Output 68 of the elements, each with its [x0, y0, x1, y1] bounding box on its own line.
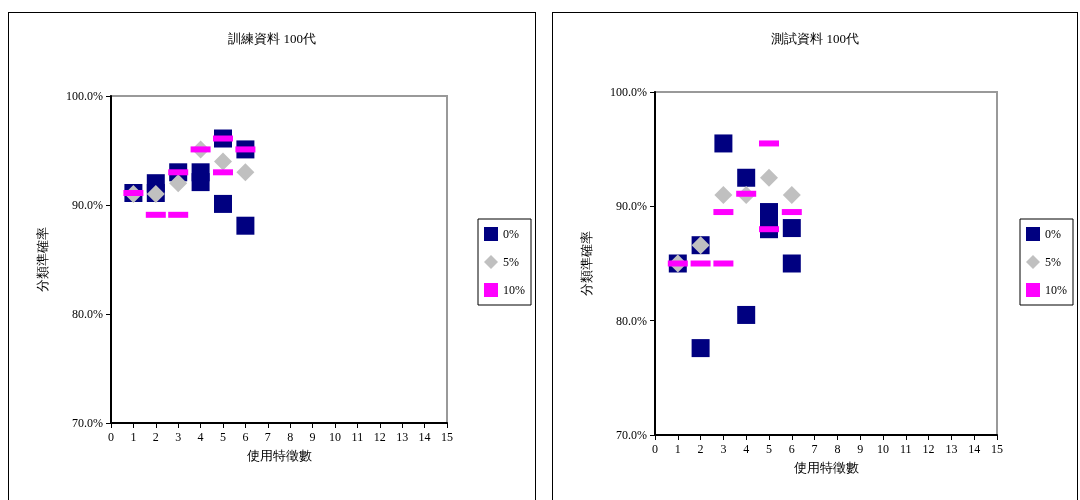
point [760, 203, 778, 222]
legend-label: 5% [503, 255, 519, 269]
x-tick-label: 3 [720, 442, 727, 456]
x-tick-label: 8 [834, 442, 841, 456]
point [236, 163, 255, 182]
x-tick-label: 5 [220, 430, 226, 444]
x-tick-label: 0 [108, 430, 114, 444]
point [782, 185, 801, 204]
point [169, 174, 188, 193]
x-tick-label: 9 [309, 430, 316, 444]
y-tick-label: 70.0% [616, 428, 647, 442]
point [191, 173, 210, 192]
point [714, 134, 733, 153]
legend-label: 10% [503, 283, 525, 297]
x-tick-label: 10 [877, 442, 889, 456]
point [737, 168, 756, 187]
legend-label: 5% [1045, 255, 1061, 269]
y-tick-label: 80.0% [616, 313, 647, 328]
x-tick-label: 0 [652, 442, 658, 456]
x-axis-title: 使用特徵數 [793, 460, 859, 475]
x-tick-label: 2 [152, 430, 159, 444]
legend-label: 0% [1045, 227, 1061, 241]
y-tick-label: 100.0% [610, 85, 647, 99]
x-tick-label: 7 [811, 442, 818, 456]
point [691, 339, 710, 358]
x-tick-label: 15 [441, 430, 453, 444]
y-tick-label: 90.0% [72, 198, 103, 212]
point [782, 254, 801, 273]
x-axis-title: 使用特徵數 [246, 448, 312, 463]
x-tick-label: 5 [766, 442, 772, 456]
x-tick-label: 14 [968, 442, 981, 456]
y-tick-label: 100.0% [66, 89, 103, 103]
y-axis-title: 分類準確率 [35, 227, 50, 292]
x-tick-label: 13 [945, 442, 958, 456]
y-tick-label: 90.0% [616, 199, 647, 214]
legend-label: 10% [1045, 283, 1067, 297]
x-tick-label: 3 [175, 430, 182, 444]
y-tick-label: 80.0% [72, 307, 103, 321]
chart-title: 訓練資料 100代 [228, 31, 316, 46]
point [214, 194, 232, 213]
x-tick-label: 6 [788, 442, 795, 456]
point [737, 305, 756, 324]
x-tick-label: 4 [743, 442, 750, 456]
x-tick-label: 10 [329, 430, 341, 444]
x-tick-label: 11 [351, 430, 364, 444]
point [760, 168, 778, 187]
point [714, 185, 733, 204]
x-tick-label: 2 [697, 442, 704, 456]
x-tick-label: 12 [922, 442, 935, 456]
x-tick-label: 8 [287, 430, 294, 444]
x-tick-label: 9 [857, 442, 864, 456]
point [214, 152, 232, 171]
legend-label: 0% [503, 227, 519, 241]
x-tick-label: 13 [396, 430, 409, 444]
x-tick-label: 4 [197, 430, 204, 444]
point [236, 216, 255, 235]
x-tick-label: 1 [674, 442, 681, 456]
point [782, 219, 801, 238]
x-tick-label: 12 [373, 430, 386, 444]
x-tick-label: 1 [130, 430, 137, 444]
y-axis-title: 分類準確率 [579, 231, 594, 296]
y-tick-label: 70.0% [72, 416, 103, 430]
x-tick-label: 7 [264, 430, 271, 444]
x-tick-label: 11 [900, 442, 912, 456]
chart-title: 測試資料 100代 [771, 31, 859, 46]
x-tick-label: 14 [418, 430, 431, 444]
x-tick-label: 15 [991, 442, 1003, 456]
x-tick-label: 6 [242, 430, 249, 444]
